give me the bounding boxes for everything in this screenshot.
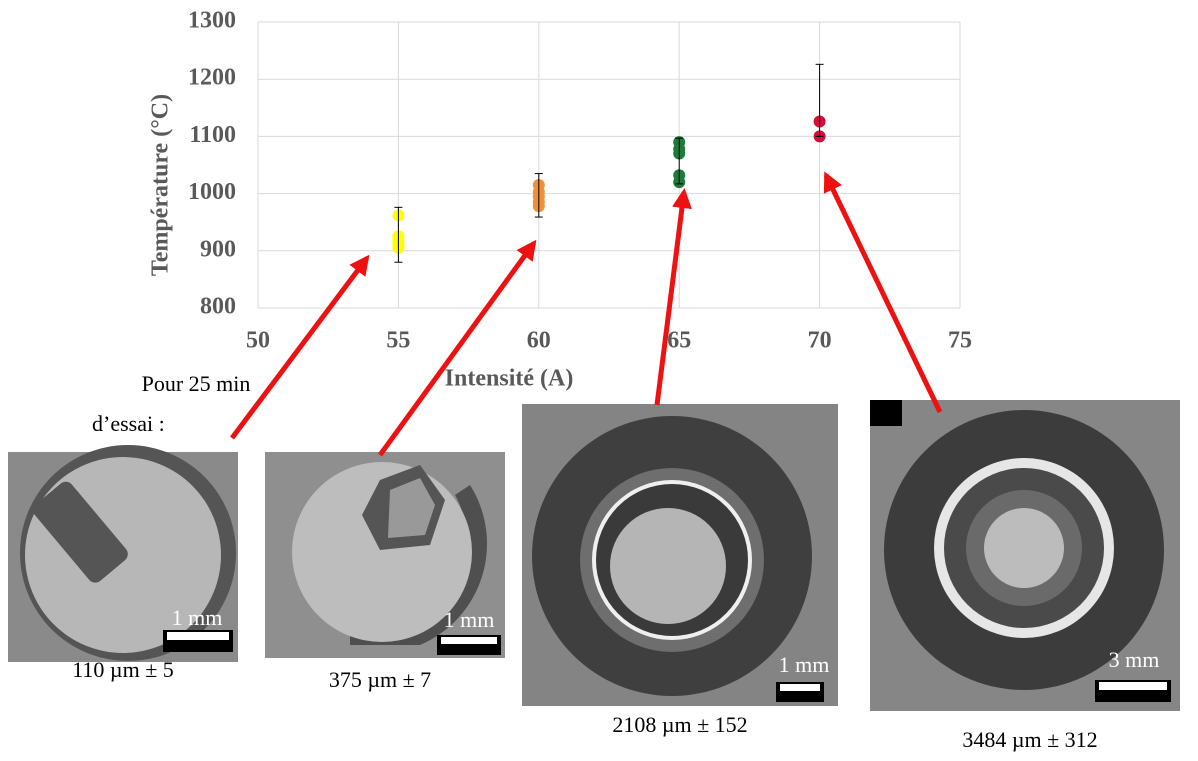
y-tick-label: 900 — [200, 236, 236, 262]
x-tick-label: 60 — [527, 328, 551, 354]
x-tick-label: 65 — [667, 328, 691, 354]
y-tick-label: 1300 — [188, 8, 236, 34]
micrograph — [265, 452, 505, 658]
x-tick-label: 55 — [386, 328, 410, 354]
scale-label: 3 mm — [1109, 647, 1160, 672]
error-bar — [394, 206, 403, 263]
caption: 3484 µm ± 312 — [962, 727, 1097, 752]
scale-label: 1 mm — [444, 607, 495, 632]
y-tick-label: 1200 — [188, 65, 236, 91]
error-bar — [815, 63, 824, 137]
caption: 110 µm ± 5 — [72, 657, 174, 682]
y-tick-label: 800 — [200, 294, 236, 320]
error-bar — [675, 137, 684, 185]
error-bar — [534, 173, 543, 218]
x-axis-title: Intensité (A) — [445, 366, 574, 392]
micrograph — [8, 445, 238, 662]
caption: 375 µm ± 7 — [329, 667, 431, 692]
micrograph — [870, 400, 1180, 711]
note-line: d’essai : — [92, 411, 165, 436]
micrograph — [522, 404, 838, 706]
y-tick-label: 1000 — [188, 179, 236, 205]
scale-label: 1 mm — [172, 605, 223, 630]
scale-label: 1 mm — [779, 652, 830, 677]
y-tick-label: 1100 — [189, 122, 236, 148]
arrows — [230, 171, 943, 457]
y-axis-title: Température (°C) — [148, 94, 174, 276]
chart: 800 900 1000 1100 1200 1300 50 55 60 65 70 75 Intens… — [148, 8, 973, 392]
note-line: Pour 25 min — [142, 371, 251, 396]
x-tick-label: 50 — [246, 328, 270, 354]
x-tick-label: 75 — [948, 328, 972, 354]
caption: 2108 µm ± 152 — [612, 712, 747, 737]
x-tick-label: 70 — [808, 328, 832, 354]
